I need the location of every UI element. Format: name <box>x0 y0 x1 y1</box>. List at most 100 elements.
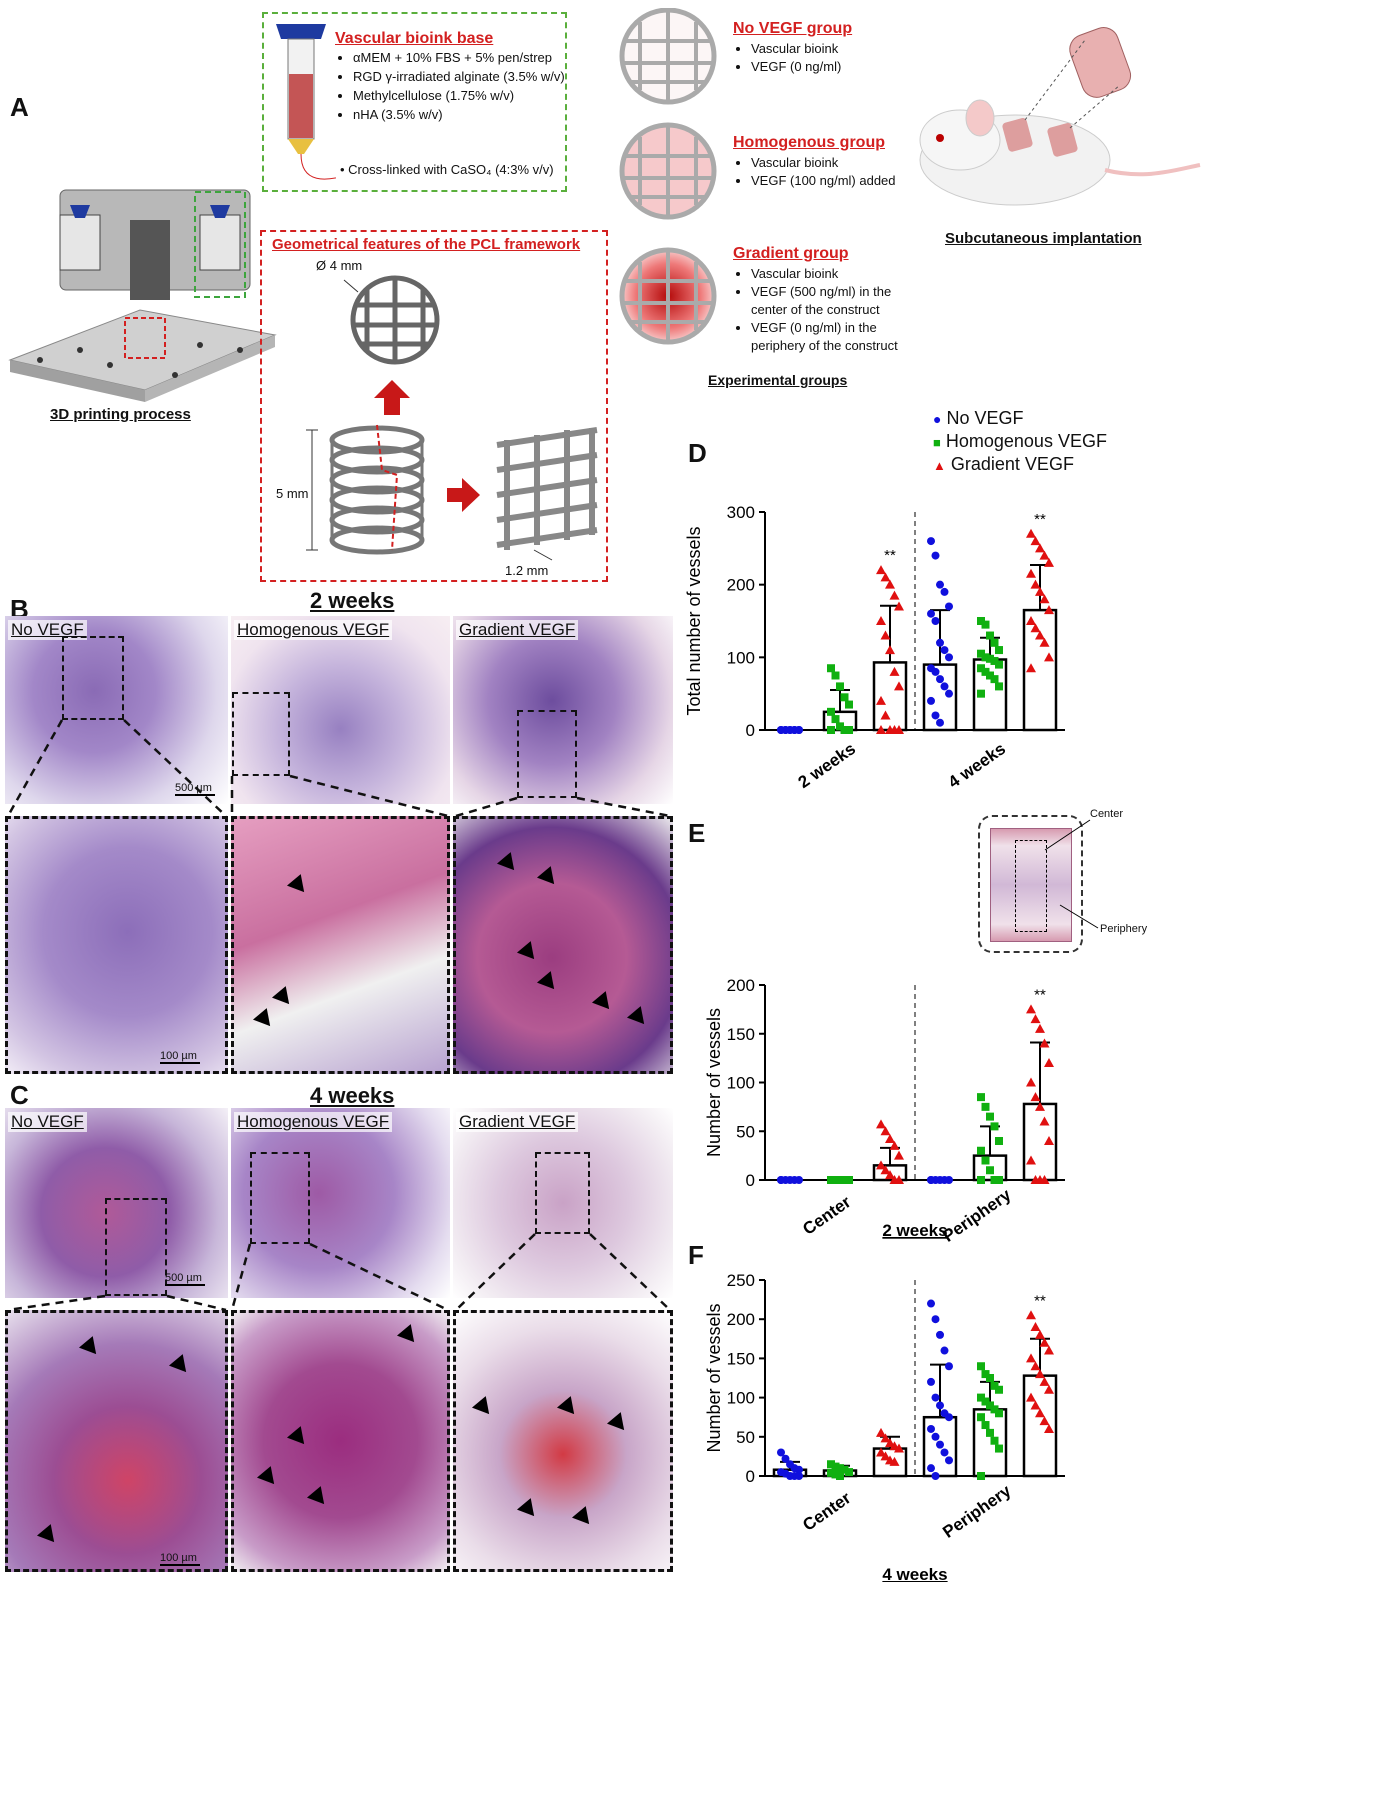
x-tick-label: Periphery <box>939 1481 1015 1542</box>
group-title: No VEGF group <box>733 20 853 37</box>
data-point <box>931 667 940 676</box>
data-point <box>990 675 999 684</box>
data-point <box>1026 1353 1036 1363</box>
group-item: VEGF (500 ng/ml) in the center of the co… <box>751 283 923 319</box>
data-point <box>927 1377 935 1386</box>
data-point <box>1039 594 1050 604</box>
data-point <box>880 1433 891 1443</box>
panel-f-letter: F <box>688 1240 704 1270</box>
x-tick-label: Periphery <box>939 1185 1015 1245</box>
data-point <box>1039 1038 1050 1048</box>
data-point <box>1030 1400 1041 1410</box>
data-point <box>880 1165 891 1175</box>
data-point <box>977 1146 985 1155</box>
zoom-frame <box>5 816 228 1074</box>
data-point <box>936 1440 944 1449</box>
data-point <box>995 646 1003 655</box>
group-items: Vascular bioink VEGF (100 ng/ml) added <box>733 154 923 190</box>
data-point <box>990 1122 999 1131</box>
data-point <box>1030 536 1041 546</box>
data-point <box>931 1315 940 1324</box>
data-point <box>945 1362 953 1371</box>
week2-label: 2 weeks <box>310 588 395 613</box>
data-point <box>1030 1092 1041 1102</box>
inset-box <box>978 815 1083 953</box>
scale-bar: 500 µm <box>175 782 215 796</box>
data-point <box>927 1299 935 1308</box>
x-tick-label: Center <box>799 1488 854 1535</box>
data-point <box>876 616 886 625</box>
data-point <box>795 1465 803 1474</box>
data-point <box>1035 543 1045 553</box>
data-point <box>945 1413 953 1422</box>
data-point <box>940 682 949 691</box>
data-point <box>831 715 840 724</box>
data-point <box>1039 1116 1050 1126</box>
bioink-item: αMEM + 10% FBS + 5% pen/strep <box>353 48 565 67</box>
framework-diameter: Ø 4 mm <box>316 258 363 273</box>
data-point <box>945 689 953 698</box>
panel-a-letter: A <box>10 92 29 122</box>
data-point <box>1035 1329 1045 1339</box>
data-point <box>1044 1058 1054 1067</box>
data-point <box>1026 1077 1036 1087</box>
x-tick-label: Center <box>799 1192 854 1239</box>
data-point <box>894 1150 904 1160</box>
data-point <box>827 664 835 673</box>
data-point <box>936 675 944 684</box>
data-point <box>840 693 849 702</box>
chart-d: 0 100 200 300 Total number of vessels 2 weeks… <box>684 503 1065 792</box>
data-point <box>981 667 990 676</box>
y-tick-label: 200 <box>727 976 755 995</box>
zoom-frame <box>453 816 673 1074</box>
data-point <box>1030 1361 1041 1371</box>
x-tick-label: 2 weeks <box>795 739 859 792</box>
data-point <box>1026 1392 1036 1402</box>
data-point <box>940 1346 949 1355</box>
data-point <box>1044 605 1054 615</box>
zoom-box <box>250 1152 310 1244</box>
framework-spacing: 1.2 mm <box>505 563 549 578</box>
data-point <box>1044 1136 1054 1145</box>
scale-bar: 100 µm <box>160 1552 200 1566</box>
data-point <box>945 1456 953 1465</box>
data-point <box>1044 652 1054 662</box>
data-point <box>936 1330 944 1339</box>
zoom-connectors <box>6 719 671 1312</box>
data-point <box>990 1381 999 1390</box>
data-point <box>876 1447 886 1457</box>
data-point <box>1035 630 1045 640</box>
data-point <box>1039 1416 1050 1426</box>
group-items: Vascular bioink VEGF (0 ng/ml) <box>733 40 923 76</box>
data-point <box>981 1397 990 1406</box>
data-point <box>1039 637 1050 647</box>
histology-4w-no-low <box>5 1108 228 1298</box>
data-point <box>927 1176 935 1184</box>
data-point <box>795 726 803 734</box>
data-point <box>981 1156 990 1165</box>
data-point <box>986 631 994 640</box>
group-item: Vascular bioink <box>751 40 923 58</box>
inset-periphery-label: Periphery <box>1100 923 1148 935</box>
panel-e-letter: E <box>688 818 706 848</box>
y-tick-label: 50 <box>736 1122 755 1141</box>
bioink-crosslink-text: Cross-linked with CaSO₄ (4:3% v/v) <box>348 162 554 177</box>
data-point <box>986 1374 994 1382</box>
legend-homogenous-vegf: ■ Homogenous VEGF <box>933 431 1107 452</box>
group-item: Vascular bioink <box>751 154 923 172</box>
data-point <box>827 726 835 734</box>
histology-2w-no-high <box>5 816 228 1074</box>
inset-histology <box>990 828 1072 942</box>
data-point <box>995 1176 1003 1184</box>
histology-4w-homo-low <box>231 1108 450 1298</box>
x-axis-label: 4 weeks <box>882 1565 947 1582</box>
y-tick-label: 100 <box>727 648 755 667</box>
data-point <box>845 726 853 734</box>
y-tick-label: 250 <box>727 1271 755 1290</box>
data-point <box>840 1465 849 1474</box>
y-tick-label: 200 <box>727 576 755 595</box>
data-point <box>990 1405 999 1414</box>
data-point <box>936 718 944 727</box>
data-point <box>1035 1023 1045 1033</box>
week4-label: 4 weeks <box>310 1083 395 1108</box>
